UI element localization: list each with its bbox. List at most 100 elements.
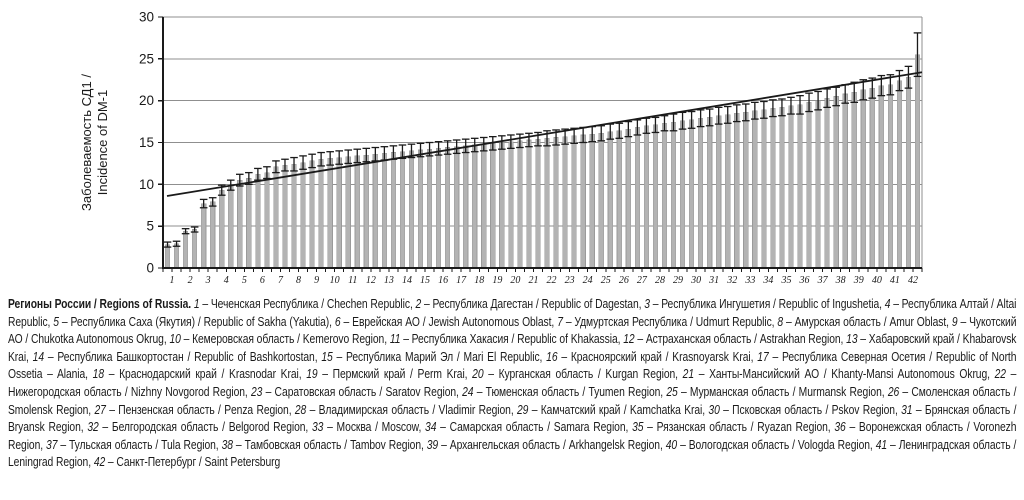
bar [905, 76, 912, 269]
region-number: 28 [294, 401, 307, 417]
bar [598, 132, 604, 269]
bar [381, 153, 387, 269]
region-number: 42 [93, 454, 106, 470]
bar [761, 109, 767, 269]
bar [914, 54, 921, 269]
bar [535, 138, 541, 269]
bar [851, 92, 857, 269]
bar [264, 172, 270, 269]
bar [246, 178, 252, 269]
bar [408, 150, 415, 269]
region-number: 10 [169, 331, 181, 347]
bar [255, 173, 261, 269]
region-number: 15 [321, 348, 333, 364]
x-tick-label: 29 [673, 275, 683, 286]
region-number: 9 [951, 313, 958, 329]
y-tick-label: 25 [139, 51, 154, 66]
region-number: 29 [516, 401, 529, 417]
bar [824, 97, 830, 269]
bar [743, 112, 749, 269]
x-tick-label: 36 [799, 275, 810, 286]
bar [716, 115, 722, 269]
bar [779, 107, 785, 269]
bar [472, 144, 478, 269]
bar [833, 96, 839, 269]
region-number: 26 [887, 383, 900, 399]
y-axis-title-en: Incidence of DM-1 [95, 90, 110, 196]
bar [182, 230, 189, 269]
bar [625, 128, 631, 269]
x-tick-label: 5 [242, 275, 247, 286]
bar [562, 136, 568, 269]
region-number: 32 [87, 419, 99, 435]
y-tick-label: 15 [139, 135, 154, 150]
x-tick-label: 13 [384, 275, 394, 286]
region-number: 14 [32, 348, 45, 364]
y-tick-label: 10 [139, 177, 154, 192]
bar [679, 120, 686, 269]
region-number: 4 [884, 296, 891, 311]
x-tick-label: 19 [492, 275, 502, 286]
bar [291, 163, 297, 269]
bar [228, 184, 234, 269]
x-tick-label: 28 [655, 275, 665, 286]
region-number: 31 [901, 401, 913, 417]
bar [526, 139, 532, 269]
region-number: 6 [334, 313, 341, 329]
x-tick-label: 42 [908, 275, 918, 286]
bar [571, 135, 577, 269]
bar [725, 114, 731, 269]
bar [237, 179, 243, 269]
bar [788, 105, 794, 269]
region-number: 5 [53, 313, 59, 329]
bar [815, 100, 821, 269]
bar [372, 153, 378, 269]
region-number: 7 [557, 313, 563, 329]
bar [201, 203, 207, 269]
region-number: 19 [306, 366, 318, 382]
x-tick-label: 38 [835, 275, 846, 286]
region-number: 30 [708, 401, 720, 417]
bar [354, 155, 360, 269]
bar [580, 134, 586, 269]
region-number: 35 [632, 419, 644, 435]
bar [896, 80, 903, 269]
bar [878, 85, 884, 269]
x-tick-label: 10 [330, 275, 340, 286]
region-number: 25 [666, 383, 678, 399]
x-tick-label: 15 [420, 275, 430, 286]
x-tick-label: 18 [474, 275, 484, 286]
x-tick-label: 17 [456, 275, 467, 286]
region-number: 22 [994, 366, 1006, 382]
x-tick-label: 39 [853, 275, 864, 286]
bar [734, 112, 740, 269]
bar [363, 154, 369, 269]
region-number: 36 [834, 419, 846, 435]
bar [752, 110, 758, 269]
region-number: 13 [846, 331, 858, 347]
region-number: 38 [221, 436, 233, 452]
bar [797, 104, 803, 269]
bar [842, 93, 848, 269]
chart-area: 0 5 10 15 20 25 30 1 2 3 4 5 6 7 8 9 10 11 12 13 14 15 16 17 18 1… [79, 10, 923, 286]
bar [517, 140, 523, 269]
bar [643, 125, 650, 269]
x-tick-label: 33 [744, 275, 755, 286]
bar [417, 149, 424, 269]
bar [173, 243, 180, 269]
region-number: 41 [875, 436, 888, 452]
caption-lead: Регионы России / Regions of Russia. [8, 296, 192, 311]
region-number: 23 [251, 383, 263, 399]
x-tick-label: 3 [205, 275, 211, 286]
x-tick-label: 20 [510, 275, 520, 286]
bar [698, 117, 704, 269]
bar [887, 84, 893, 269]
region-number: 33 [311, 419, 324, 435]
x-tick-label: 35 [780, 275, 791, 286]
x-tick-label: 31 [708, 275, 719, 286]
region-number: 8 [777, 313, 784, 329]
bar [707, 117, 713, 269]
bar [869, 87, 875, 269]
bar [652, 124, 659, 269]
